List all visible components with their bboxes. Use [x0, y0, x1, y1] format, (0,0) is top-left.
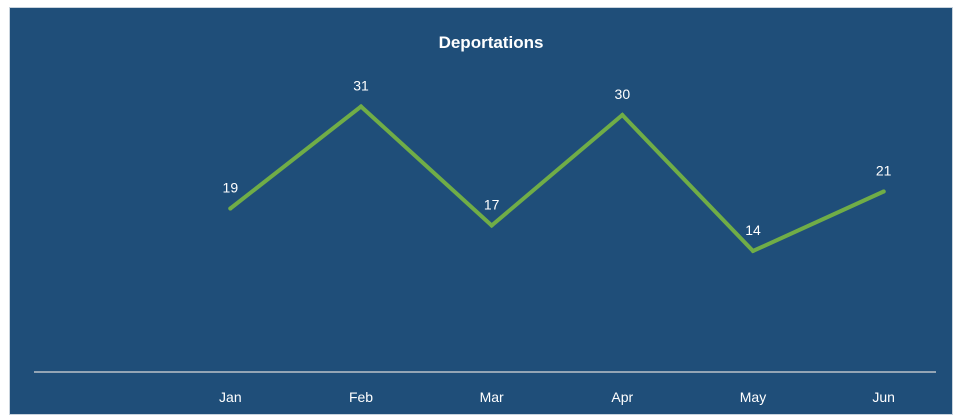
x-tick-label-feb: Feb — [349, 389, 373, 405]
data-point-jan — [228, 206, 233, 211]
data-label-mar: 17 — [484, 197, 500, 213]
x-tick-labels-group: Jan Feb Mar Apr May Jun — [219, 389, 895, 405]
chart-area: Deportations 19 31 17 30 14 21 Jan Feb Mar Apr Ma… — [9, 7, 953, 415]
data-point-apr — [620, 113, 625, 117]
data-label-feb: 31 — [353, 78, 369, 94]
data-label-apr: 30 — [615, 86, 631, 102]
line-chart: Deportations 19 31 17 30 14 21 Jan Feb Mar Apr Ma… — [34, 33, 936, 405]
x-tick-label-apr: Apr — [611, 389, 633, 405]
series-line-deportations — [228, 103, 886, 254]
data-label-may: 14 — [745, 222, 761, 238]
x-tick-label-may: May — [740, 389, 766, 405]
data-point-feb — [359, 104, 363, 109]
data-labels-group: 19 31 17 30 14 21 — [223, 78, 892, 253]
data-point-jun — [881, 189, 886, 194]
data-point-may — [751, 249, 755, 253]
data-label-jun: 21 — [876, 163, 892, 179]
x-tick-label-jan: Jan — [219, 389, 242, 405]
chart-title: Deportations — [439, 33, 544, 52]
x-tick-label-mar: Mar — [480, 389, 504, 405]
data-point-mar — [489, 223, 494, 228]
x-tick-label-jun: Jun — [872, 389, 895, 405]
data-label-jan: 19 — [223, 180, 239, 196]
